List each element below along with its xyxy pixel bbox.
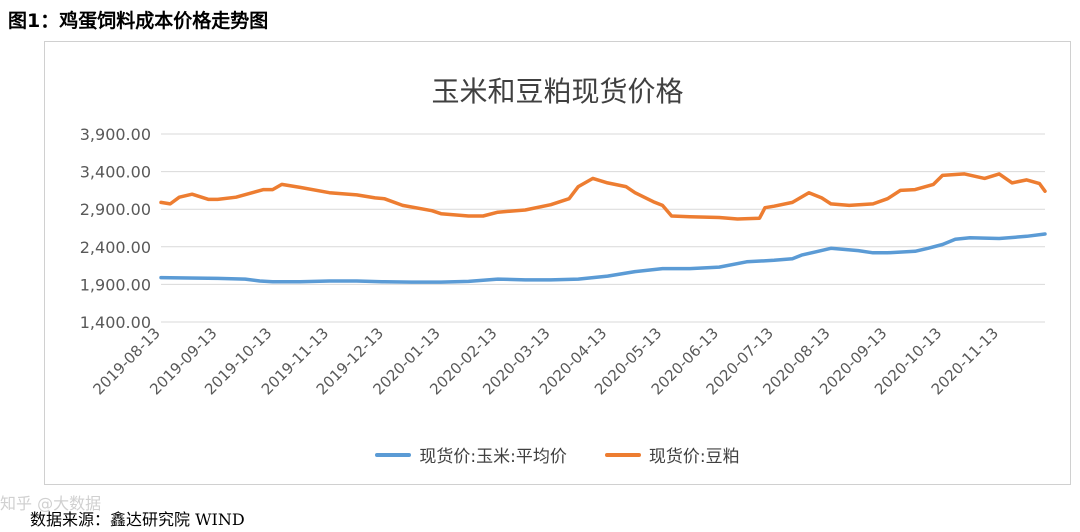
legend-item-soymeal: 现货价:豆粕 <box>604 442 740 467</box>
legend-label-corn: 现货价:玉米:平均价 <box>419 447 567 467</box>
watermark: 知乎 @大数据 <box>0 494 102 513</box>
y-tick-label: 3,400.00 <box>80 163 151 182</box>
y-tick-label: 2,900.00 <box>80 200 151 219</box>
source-note: 数据来源：鑫达研究院 WIND <box>30 510 245 529</box>
y-tick-label: 1,900.00 <box>80 275 151 294</box>
series-line-soymeal <box>159 172 1047 221</box>
y-tick-label: 2,400.00 <box>80 238 151 257</box>
chart-legend: 现货价:玉米:平均价 现货价:豆粕 <box>45 442 1070 467</box>
chart-title: 玉米和豆粕现货价格 <box>431 75 684 108</box>
series-line-corn <box>159 232 1047 284</box>
legend-item-corn: 现货价:玉米:平均价 <box>375 442 567 467</box>
chart-plot: 3,900.00 3,400.00 2,900.00 2,400.00 1,900.00… <box>80 125 1047 398</box>
legend-swatch-corn <box>375 452 412 457</box>
chart-frame: 玉米和豆粕现货价格 3,900.00 3,400.00 2,900.00 2,400.… <box>44 41 1071 485</box>
y-tick-label: 3,900.00 <box>80 125 151 144</box>
legend-swatch-soymeal <box>604 452 641 457</box>
legend-label-soymeal: 现货价:豆粕 <box>648 447 740 467</box>
y-tick-label: 1,400.00 <box>80 313 151 332</box>
figure-title: 图1：鸡蛋饲料成本价格走势图 <box>8 10 269 32</box>
